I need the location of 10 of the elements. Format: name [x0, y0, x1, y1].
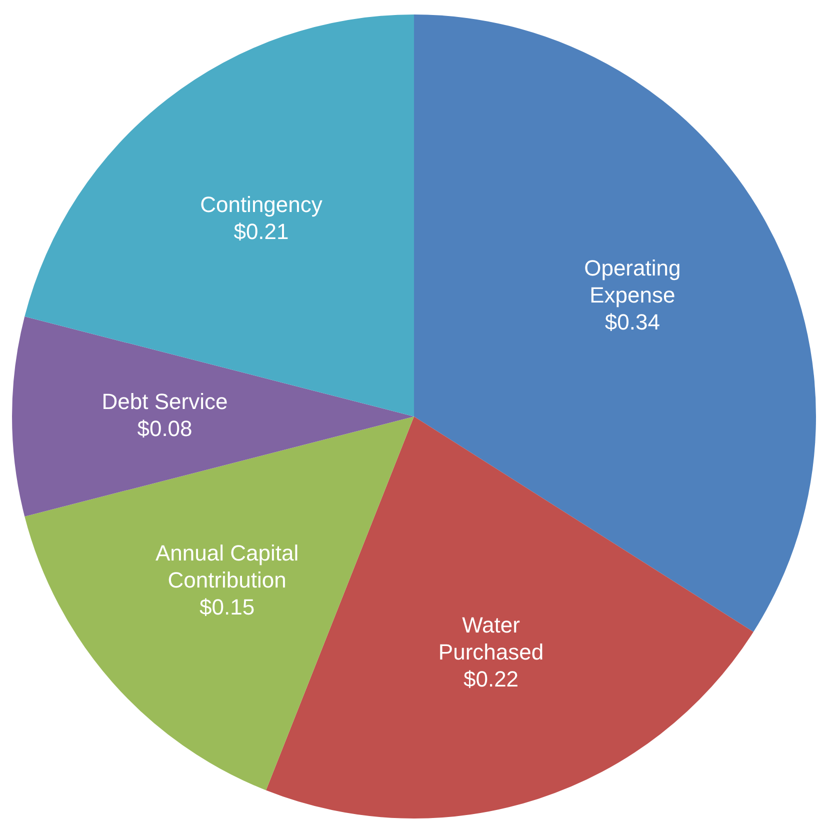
slice-label: Operating Expense — [584, 255, 681, 308]
data-label: $0.08 — [137, 416, 192, 442]
data-label: $0.15 — [200, 594, 255, 620]
slice-label: Debt Service — [102, 389, 228, 414]
data-label: $0.21 — [234, 219, 289, 244]
data-label: $0.34 — [604, 309, 660, 334]
slice-label: Annual Capital Contribution — [155, 540, 299, 592]
slice-label: Contingency — [200, 192, 322, 218]
slice-label: Water Purchased — [438, 612, 544, 665]
data-label: $0.22 — [463, 666, 519, 692]
